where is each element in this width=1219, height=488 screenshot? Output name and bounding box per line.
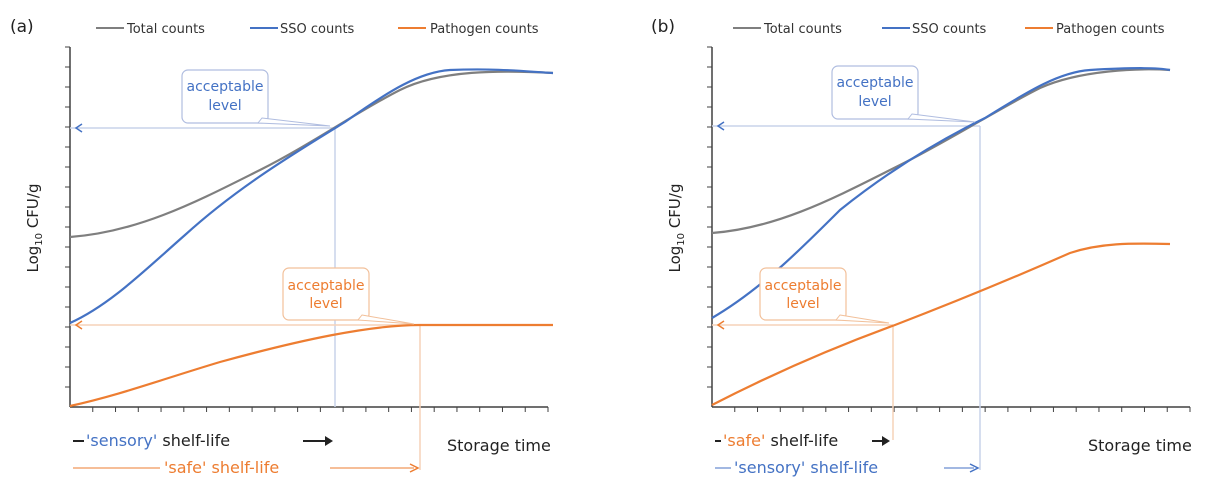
pathogen-callout-line2: level <box>786 296 819 312</box>
shelf-life-line-2: 'sensory' shelf-life <box>715 458 980 477</box>
pathogen-acceptable-callout: acceptable level <box>282 267 415 325</box>
svg-text:'sensory' shelf-life: 'sensory' shelf-life <box>86 431 230 450</box>
pathogen-callout-line1: acceptable <box>765 278 842 294</box>
shelf-life-line-2: 'safe' shelf-life <box>73 458 420 477</box>
axis-ticks <box>707 46 1191 412</box>
sso-callout-line1: acceptable <box>187 79 264 95</box>
svg-text:'safe' shelf-life: 'safe' shelf-life <box>723 431 838 450</box>
svg-text:'safe' shelf-life: 'safe' shelf-life <box>164 458 279 477</box>
panel-a: (a) Total counts SSO counts Pathogen cou… <box>10 17 554 477</box>
sso-level-arrowhead <box>74 123 83 133</box>
panel-label: (a) <box>10 17 34 37</box>
legend-label-sso: SSO counts <box>912 22 987 37</box>
panel-b: (b) Total counts SSO counts Pathogen cou… <box>651 17 1192 477</box>
total-counts-curve <box>711 68 1171 235</box>
pathogen-level-arrowhead <box>74 320 83 330</box>
sso-level-arrowhead <box>716 121 725 131</box>
legend-label-sso: SSO counts <box>280 22 355 37</box>
x-axis-label: Storage time <box>1088 436 1192 455</box>
legend: Total counts SSO counts Pathogen counts <box>96 22 539 37</box>
pathogen-callout-line1: acceptable <box>288 278 365 294</box>
sso-callout-line2: level <box>208 98 241 114</box>
axis-ticks <box>65 46 549 412</box>
sso-counts-curve <box>711 67 1171 319</box>
pathogen-counts-curve <box>69 323 553 408</box>
panel-label: (b) <box>651 17 675 37</box>
shelf-life-line-1: 'safe' shelf-life <box>715 431 890 450</box>
shelf-life-line-1: 'sensory' shelf-life <box>73 431 333 450</box>
sso-callout-line1: acceptable <box>837 75 914 91</box>
legend-label-total: Total counts <box>126 22 205 37</box>
legend: Total counts SSO counts Pathogen counts <box>733 22 1165 37</box>
svg-text:'sensory' shelf-life: 'sensory' shelf-life <box>734 458 878 477</box>
pathogen-acceptable-callout: acceptable level <box>759 267 890 324</box>
sso-acceptable-callout: acceptable level <box>181 69 331 127</box>
y-axis-label: Log10 CFU/g <box>666 184 687 273</box>
total-counts-curve <box>69 70 554 239</box>
legend-label-pathogen: Pathogen counts <box>1056 22 1165 37</box>
y-axis-label: Log10 CFU/g <box>24 184 45 273</box>
sso-counts-curve <box>69 68 554 325</box>
legend-label-pathogen: Pathogen counts <box>430 22 539 37</box>
legend-label-total: Total counts <box>763 22 842 37</box>
pathogen-callout-line2: level <box>309 296 342 312</box>
pathogen-level-arrowhead <box>716 320 725 330</box>
pathogen-counts-curve <box>711 242 1171 406</box>
sso-callout-line2: level <box>858 94 891 110</box>
x-axis-label: Storage time <box>447 436 551 455</box>
sso-acceptable-callout: acceptable level <box>831 65 976 123</box>
